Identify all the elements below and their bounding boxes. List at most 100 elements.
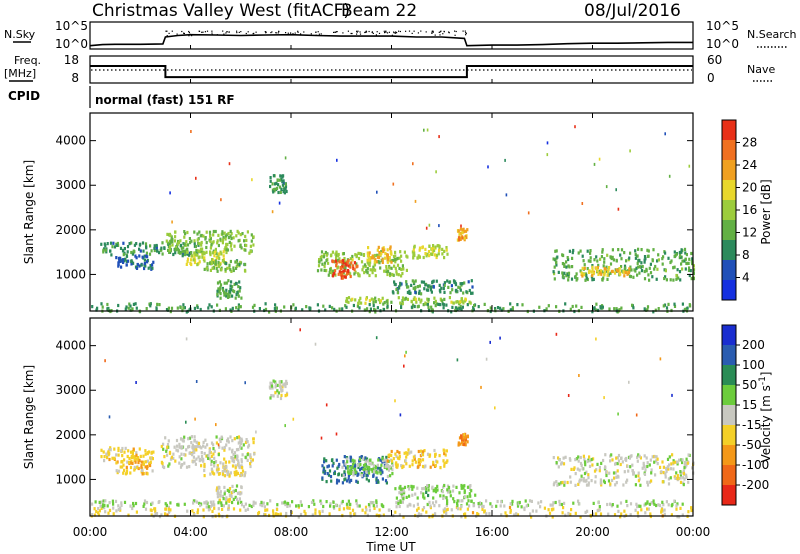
- power-echo-cell: [373, 307, 376, 312]
- velocity-echo-cell: [223, 457, 226, 461]
- time-axis: 00:00 04:00 08:00 12:00 16:00 20:00 00:00: [73, 45, 710, 539]
- velocity-echo-cell: [207, 456, 210, 460]
- nsearch-point: [278, 30, 280, 32]
- power-echo-cell: [433, 296, 436, 300]
- power-echo-cell: [274, 303, 277, 307]
- velocity-echo-cell: [276, 503, 279, 507]
- power-echo-cell: [196, 253, 199, 257]
- velocity-echo-cell: [585, 483, 589, 487]
- velocity-echo-cell: [323, 460, 326, 464]
- power-echo-cell: [511, 306, 514, 310]
- velocity-echo-cell: [447, 485, 451, 490]
- velocity-echo-cell: [250, 504, 253, 509]
- velocity-echo-cell: [328, 469, 332, 473]
- velocity-echo-cell: [656, 457, 659, 461]
- velocity-echo-cell: [167, 510, 171, 514]
- velocity-echo-cell: [560, 461, 564, 465]
- velocity-echo-cell: [341, 473, 344, 477]
- power-echo-cell: [386, 305, 389, 309]
- velocity-echo-cell: [676, 476, 679, 481]
- colorbar-tick-label: 28: [742, 136, 757, 150]
- power-echo-cell: [347, 271, 350, 275]
- velocity-echo-cell: [162, 447, 165, 451]
- velocity-echo-cell: [402, 495, 405, 499]
- power-echo-cell: [597, 263, 600, 267]
- power-echo-cell: [190, 254, 194, 258]
- power-echo-cell: [327, 261, 330, 265]
- power-echo-cell: [249, 244, 252, 248]
- velocity-echo-cell: [185, 465, 189, 469]
- velocity-echo-cell: [443, 464, 446, 468]
- power-echo-cell: [438, 248, 441, 252]
- velocity-echo-cell: [619, 462, 622, 467]
- velocity-echo-cell: [225, 501, 228, 505]
- velocity-echo-cell: [148, 461, 151, 465]
- power-echo-cell: [625, 259, 628, 263]
- velocity-echo-cell: [549, 503, 552, 507]
- velocity-echo-cell: [193, 445, 197, 449]
- power-echo-cell: [121, 258, 125, 262]
- power-echo-cell: [450, 310, 453, 314]
- velocity-echo-cell: [496, 499, 499, 504]
- velocity-echo-cell: [95, 509, 98, 514]
- velocity-echo-cell: [356, 473, 359, 477]
- velocity-echo-cell: [591, 463, 594, 467]
- velocity-echo-cell: [399, 413, 402, 417]
- power-echo-cell: [389, 272, 392, 276]
- power-echo-cell: [418, 289, 421, 293]
- power-echo-cell: [366, 254, 370, 258]
- power-echo-cell: [363, 308, 366, 312]
- power-echo-cell: [410, 283, 413, 287]
- power-echo-cell: [439, 303, 442, 307]
- velocity-echo-cell: [362, 467, 365, 471]
- power-echo-cell: [129, 304, 132, 308]
- velocity-echo-cell: [520, 505, 523, 509]
- velocity-echo-cell: [167, 507, 170, 511]
- velocity-echo-cell: [485, 357, 488, 361]
- velocity-echo-cell: [311, 513, 314, 517]
- velocity-echo-cell: [655, 455, 658, 459]
- velocity-echo-cell: [460, 505, 463, 509]
- power-echo-cell: [221, 230, 224, 234]
- power-echo-cell: [195, 248, 198, 253]
- power-echo-cell: [422, 280, 426, 284]
- power-echo-cell: [211, 266, 214, 270]
- power-echo-cell: [569, 307, 572, 311]
- velocity-echo-cell: [661, 480, 664, 484]
- velocity-echo-cell: [191, 445, 194, 449]
- velocity-echo-cell: [183, 502, 186, 506]
- velocity-echo-cell: [111, 499, 114, 503]
- power-echo-cell: [685, 261, 688, 265]
- velocity-echo-cell: [336, 466, 339, 470]
- velocity-echo-cell: [357, 465, 360, 470]
- power-echo-cell: [413, 244, 416, 248]
- velocity-echo-cell: [508, 505, 512, 510]
- velocity-echo-cell: [143, 502, 146, 506]
- velocity-echo-cell: [482, 504, 485, 509]
- power-echo-cell: [354, 298, 357, 302]
- power-echo-cell: [210, 305, 213, 309]
- velocity-echo-cell: [210, 503, 214, 507]
- nsearch-point: [198, 30, 200, 32]
- velocity-echo-cell: [642, 461, 645, 465]
- power-echo-cell: [630, 268, 633, 272]
- power-echo-cell: [195, 176, 197, 180]
- nsearch-point: [204, 31, 206, 33]
- power-echo-cell: [342, 252, 345, 256]
- velocity-echo-cell: [231, 457, 235, 462]
- power-echo-cell: [397, 273, 400, 277]
- power-echo-cell: [179, 243, 182, 247]
- velocity-echo-cell: [679, 476, 682, 480]
- velocity-echo-cell: [432, 489, 435, 493]
- velocity-echo-cell: [391, 464, 394, 468]
- velocity-echo-cell: [117, 508, 120, 512]
- power-echo-cell: [424, 283, 427, 287]
- velocity-echo-cell: [284, 394, 287, 398]
- velocity-echo-cell: [637, 474, 640, 478]
- power-echo-cell: [568, 265, 571, 269]
- power-echo-cell: [603, 273, 606, 277]
- velocity-echo-cell: [123, 458, 126, 462]
- power-echo-cell: [203, 259, 206, 263]
- power-echo-cell: [148, 252, 152, 256]
